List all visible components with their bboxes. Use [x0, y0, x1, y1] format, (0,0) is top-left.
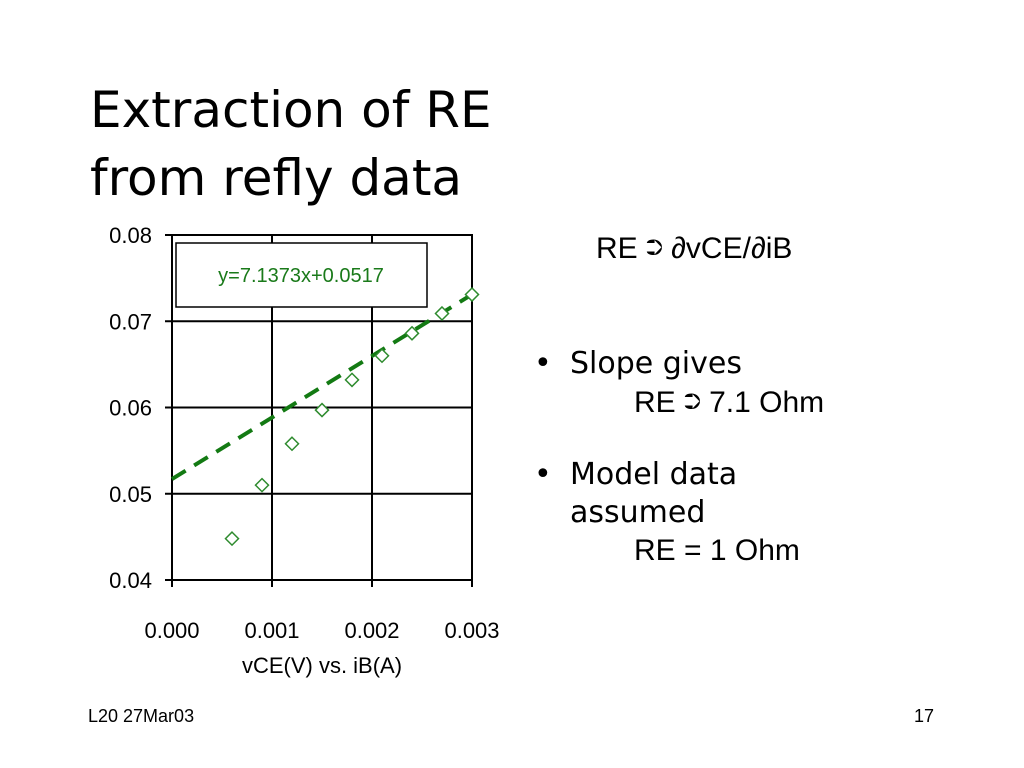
data-point — [464, 286, 480, 303]
y-tick-label: 0.04 — [109, 568, 152, 593]
formula: RE ⮊ ∂vCE/∂iB — [596, 232, 792, 266]
footer-date: L20 27Mar03 — [88, 706, 195, 726]
x-tick-label: 0.003 — [444, 618, 499, 643]
formula-rhs: ∂vCE/∂iB — [671, 232, 793, 265]
bullet-subline: RE = 1 Ohm — [634, 534, 800, 567]
slide-title: Extraction of RE from refly data — [90, 76, 650, 212]
trendline — [170, 292, 474, 481]
trendline-equation: y=7.1373x+0.0517 — [218, 265, 384, 287]
title-line-2: from refly data — [90, 149, 463, 207]
bullet-marker: • — [534, 457, 552, 492]
bullet-marker: • — [534, 346, 552, 381]
data-point — [344, 372, 360, 388]
page-number: 17 — [914, 706, 935, 726]
bullet-text: Model data — [570, 457, 738, 492]
bullet-slope: • Slope gives RE ⮊ 7.1 Ohm — [534, 345, 994, 422]
bullet-list: • Slope gives RE ⮊ 7.1 Ohm • Model data … — [534, 345, 994, 604]
data-point — [284, 436, 300, 452]
title-line-1: Extraction of RE — [90, 81, 492, 139]
data-point — [254, 477, 270, 493]
data-point — [374, 348, 390, 364]
x-axis-title: vCE(V) vs. iB(A) — [242, 653, 402, 678]
bullet-text: assumed — [570, 495, 706, 530]
bullet-text: Slope gives — [570, 346, 742, 381]
bullet-model: • Model data assumed RE = 1 Ohm — [534, 456, 994, 570]
y-tick-label: 0.06 — [109, 396, 152, 421]
data-point — [224, 531, 240, 547]
y-tick-label: 0.05 — [109, 482, 152, 507]
data-point — [404, 325, 420, 341]
y-tick-label: 0.08 — [109, 223, 152, 248]
formula-lhs: RE — [596, 232, 638, 265]
x-tick-label: 0.002 — [344, 618, 399, 643]
subline-suffix: 7.1 Ohm — [709, 386, 825, 419]
trendline-equation-box — [175, 242, 428, 308]
data-point — [314, 402, 330, 418]
x-tick-label: 0.001 — [244, 618, 299, 643]
subline-prefix: RE — [634, 386, 676, 419]
y-tick-label: 0.07 — [109, 309, 152, 334]
data-point — [434, 305, 450, 322]
arrow-icon: ⮊ — [684, 389, 701, 414]
arrow-icon: ⮊ — [646, 235, 663, 260]
bullet-subline: RE ⮊ 7.1 Ohm — [570, 383, 994, 422]
plot-area-frame — [171, 234, 473, 581]
x-tick-label: 0.000 — [144, 618, 199, 643]
